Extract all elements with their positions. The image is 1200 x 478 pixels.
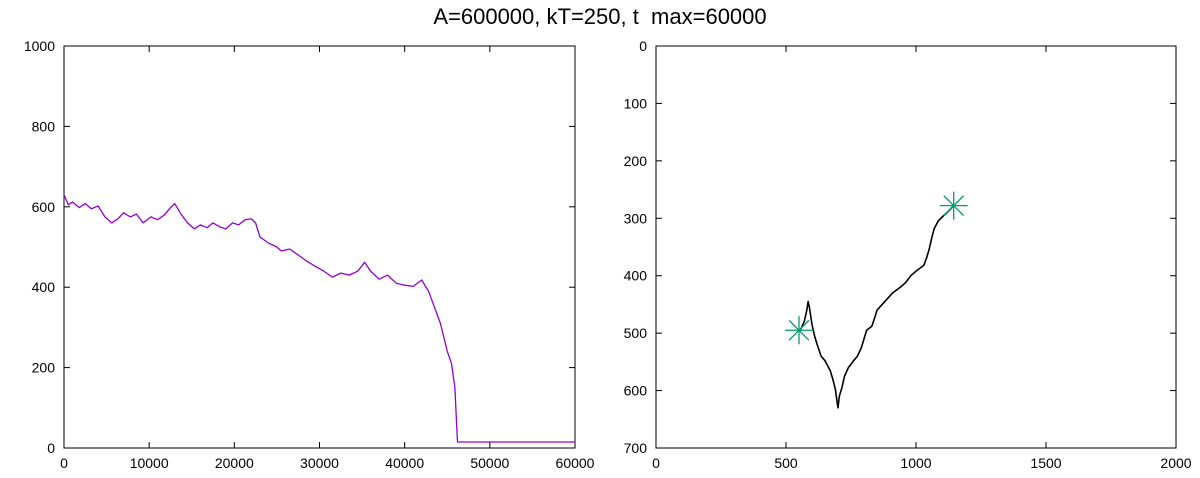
plot-frame (63, 45, 576, 449)
y-tick-label: 200 (624, 153, 648, 169)
y-tick-label: 500 (624, 325, 648, 341)
y-tick-label: 800 (32, 118, 56, 134)
y-tick-label: 600 (32, 199, 56, 215)
trajectory-path (799, 205, 955, 409)
plot-frame (655, 45, 1177, 449)
x-tick-label: 0 (652, 455, 660, 471)
y-tick-label: 1000 (24, 38, 55, 54)
y-tick-label: 400 (624, 268, 648, 284)
x-tick-label: 1500 (1030, 455, 1061, 471)
time-series-line (63, 194, 575, 443)
x-tick-label: 1000 (900, 455, 931, 471)
x-tick-label: 30000 (300, 455, 339, 471)
y-tick-label: 300 (624, 210, 648, 226)
star-marker-stroke (788, 319, 810, 341)
x-tick-label: 2000 (1160, 455, 1191, 471)
x-tick-label: 10000 (130, 455, 169, 471)
trajectory-chart: 0 500 1000 1500 2000 0 100 200 300 400 500 600 700 (624, 38, 1192, 471)
x-tick-label: 60000 (556, 455, 595, 471)
y-tick-label: 400 (32, 279, 56, 295)
y-tick-label: 0 (639, 38, 647, 54)
star-marker (939, 191, 968, 220)
x-tick-label: 0 (60, 455, 68, 471)
y-tick-label: 200 (32, 360, 56, 376)
x-tick-label: 500 (774, 455, 798, 471)
y-tick-label: 100 (624, 95, 648, 111)
y-tick-label: 600 (624, 383, 648, 399)
y-tick-label: 0 (47, 440, 55, 456)
y-tick-label: 700 (624, 440, 648, 456)
time-series-chart: 0 10000 20000 30000 40000 50000 60000 0 200 400 60… (24, 38, 595, 471)
x-tick-label: 20000 (215, 455, 254, 471)
page-title: A=600000, kT=250, t max=60000 (433, 4, 767, 29)
x-tick-label: 50000 (470, 455, 509, 471)
x-tick-label: 40000 (385, 455, 424, 471)
star-marker (785, 316, 813, 345)
star-marker-stroke (943, 195, 965, 217)
